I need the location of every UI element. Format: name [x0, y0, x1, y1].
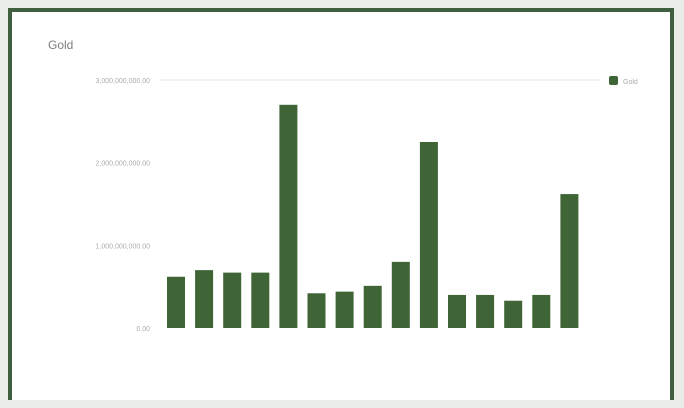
legend-label: Gold — [623, 79, 638, 86]
bar — [448, 294, 466, 328]
legend-swatch — [609, 76, 618, 85]
bar — [391, 261, 410, 328]
bar — [307, 293, 326, 328]
legend: Gold — [609, 76, 638, 86]
bar — [560, 194, 579, 328]
bar — [223, 272, 242, 328]
y-axis: 0.00 1,000,000,000.00 2,000,000,000.00 3,00… — [96, 78, 151, 333]
y-tick-label: 2,000,000,000.00 — [96, 161, 151, 168]
bar — [363, 285, 382, 328]
chart-title: Gold — [48, 38, 74, 52]
bar — [167, 276, 185, 328]
bar — [476, 294, 495, 328]
bar — [532, 294, 551, 328]
bar — [504, 300, 523, 328]
bar — [195, 270, 214, 328]
bars-group — [167, 104, 579, 328]
y-tick-label: 1,000,000,000.00 — [96, 243, 151, 250]
y-tick-label: 3,000,000,000.00 — [96, 78, 151, 85]
bar — [279, 104, 298, 328]
bar — [419, 142, 438, 328]
y-tick-label: 0.00 — [136, 326, 150, 333]
bar — [335, 291, 354, 328]
bar — [251, 272, 270, 328]
